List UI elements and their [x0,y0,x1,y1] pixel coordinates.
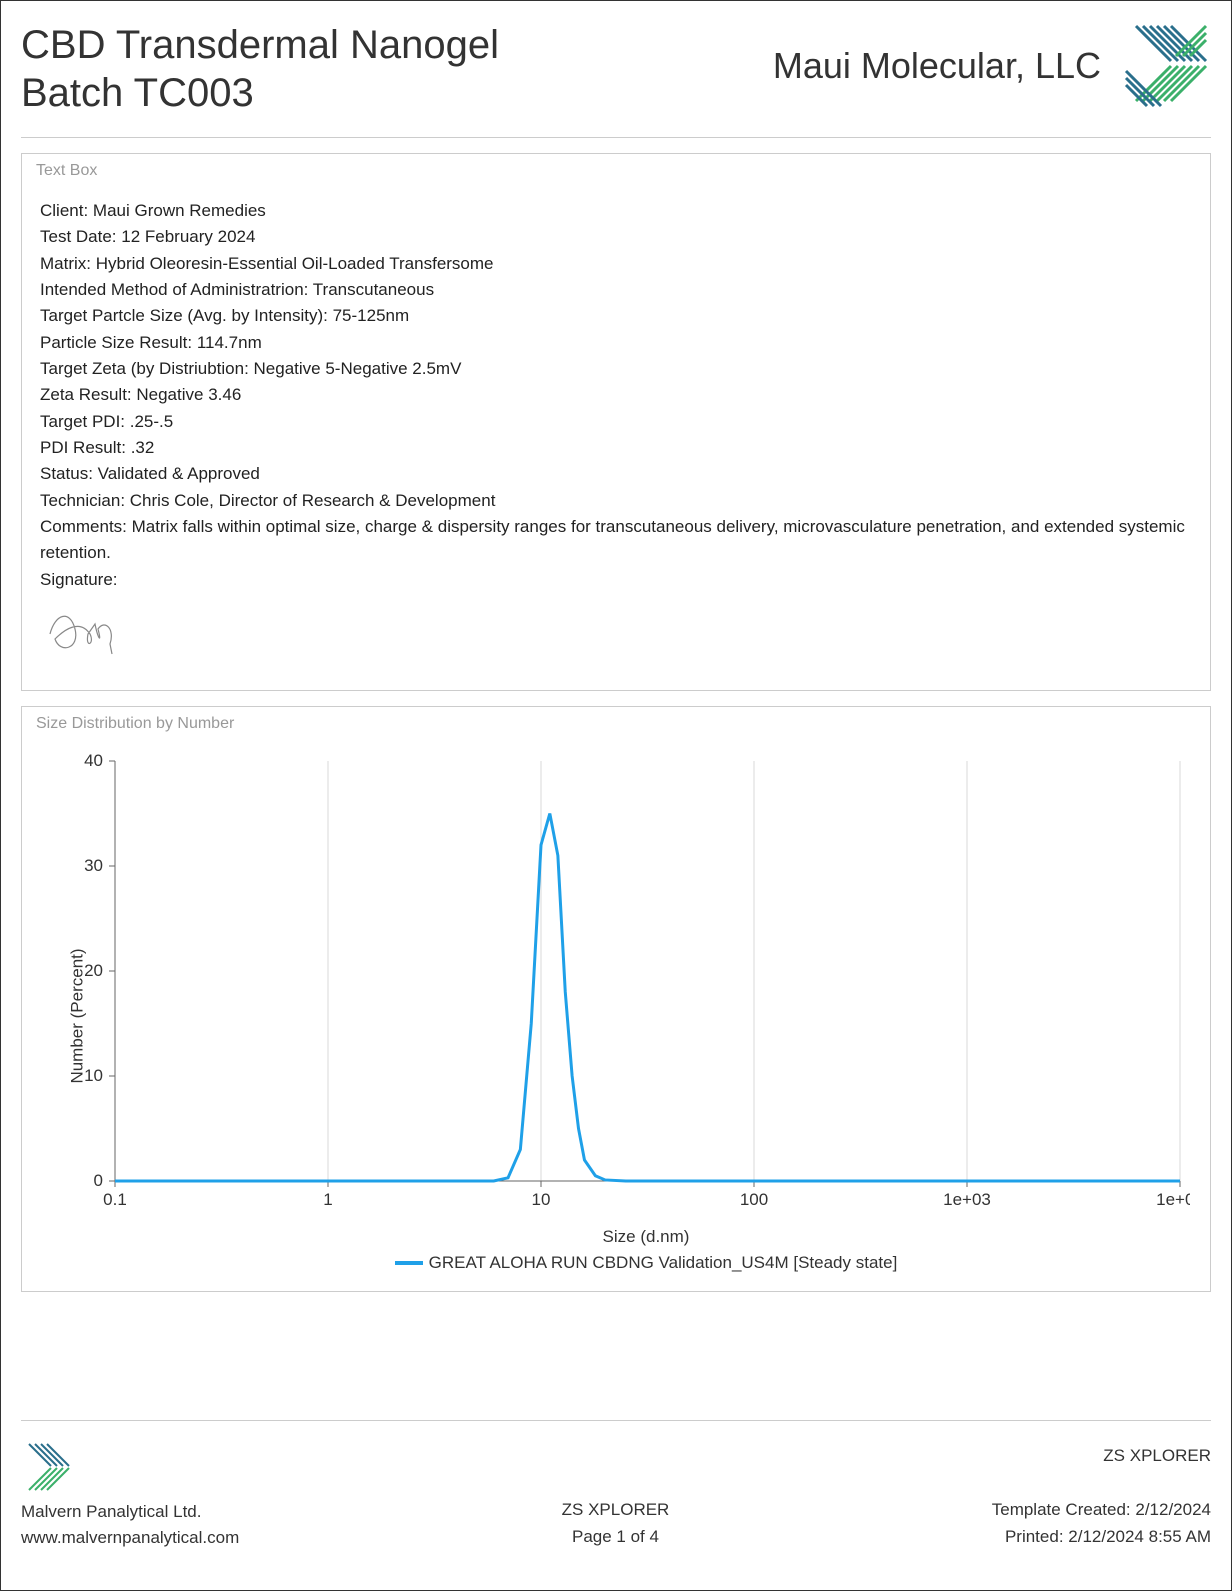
footer-center-top: ZS XPLORER [562,1496,670,1523]
svg-text:20: 20 [84,961,103,980]
chart-svg: 0 10 20 30 40 0.1 1 10 100 1e+03 1e+04 [60,751,1190,1221]
legend-line-icon [395,1261,423,1265]
info-line: Zeta Result: Negative 3.46 [40,382,1192,408]
footer-center: ZS XPLORER Page 1 of 4 [562,1496,670,1550]
svg-text:30: 30 [84,856,103,875]
info-line: Target Partcle Size (Avg. by Intensity):… [40,303,1192,329]
svg-text:100: 100 [740,1190,768,1209]
svg-text:0.1: 0.1 [103,1190,127,1209]
footer-company: Malvern Panalytical Ltd. [21,1499,239,1525]
chart-legend: GREAT ALOHA RUN CBDNG Validation_US4M [S… [100,1253,1192,1273]
x-axis-label: Size (d.nm) [100,1227,1192,1247]
footer-right-top: ZS XPLORER [992,1442,1211,1469]
svg-text:10: 10 [532,1190,551,1209]
info-line: Matrix: Hybrid Oleoresin-Essential Oil-L… [40,251,1192,277]
info-line: Intended Method of Administratrion: Tran… [40,277,1192,303]
footer-right: ZS XPLORER Template Created: 2/12/2024 P… [992,1442,1211,1550]
svg-text:1: 1 [323,1190,332,1209]
info-line: Particle Size Result: 114.7nm [40,330,1192,356]
info-line: Client: Maui Grown Remedies [40,198,1192,224]
header-right: Maui Molecular, LLC [773,21,1211,111]
info-line: Test Date: 12 February 2024 [40,224,1192,250]
svg-text:1e+04: 1e+04 [1156,1190,1190,1209]
textbox-body: Client: Maui Grown Remedies Test Date: 1… [22,188,1210,690]
chart-plot-area: 0 10 20 30 40 0.1 1 10 100 1e+03 1e+04 [60,751,1190,1221]
company-logo-icon [1121,21,1211,111]
footer-center-bottom: Page 1 of 4 [562,1523,670,1550]
chart-panel: Size Distribution by Number Number (Perc… [21,706,1211,1292]
info-line: Status: Validated & Approved [40,461,1192,487]
footer-right-mid: Template Created: 2/12/2024 [992,1496,1211,1523]
textbox-panel: Text Box Client: Maui Grown Remedies Tes… [21,153,1211,691]
info-line: PDI Result: .32 [40,435,1192,461]
legend-label: GREAT ALOHA RUN CBDNG Validation_US4M [S… [429,1253,898,1272]
report-footer: Malvern Panalytical Ltd. www.malvernpana… [21,1420,1211,1550]
chart-panel-title: Size Distribution by Number [22,707,1210,741]
info-line: Signature: [40,567,1192,593]
footer-url: www.malvernpanalytical.com [21,1525,239,1551]
footer-logo-icon [21,1441,239,1491]
textbox-panel-title: Text Box [22,154,1210,188]
info-line: Target PDI: .25-.5 [40,409,1192,435]
svg-text:1e+03: 1e+03 [943,1190,991,1209]
info-line: Target Zeta (by Distriubtion: Negative 5… [40,356,1192,382]
chart-body: Number (Percent) 0102030400.11101001e+03… [22,741,1210,1291]
report-header: CBD Transdermal Nanogel Batch TC003 Maui… [21,21,1211,138]
svg-text:40: 40 [84,751,103,770]
footer-right-bot: Printed: 2/12/2024 8:55 AM [992,1523,1211,1550]
info-line: Comments: Matrix falls within optimal si… [40,514,1192,567]
company-name: Maui Molecular, LLC [773,45,1101,87]
signature-icon [40,599,1192,667]
svg-text:0: 0 [94,1171,103,1190]
report-title: CBD Transdermal Nanogel Batch TC003 [21,21,501,117]
info-line: Technician: Chris Cole, Director of Rese… [40,488,1192,514]
svg-text:10: 10 [84,1066,103,1085]
footer-left: Malvern Panalytical Ltd. www.malvernpana… [21,1441,239,1550]
